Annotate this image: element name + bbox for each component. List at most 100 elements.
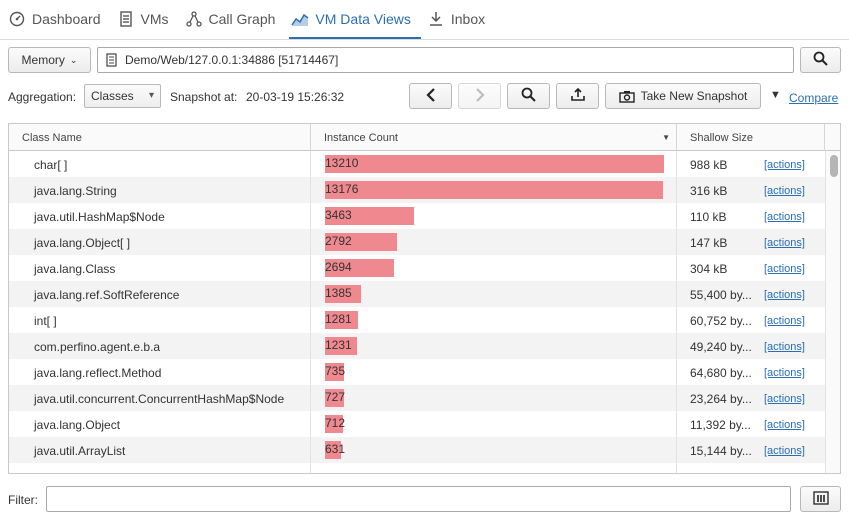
main-tabs: Dashboard VMs Call Graph VM Data Views I…: [0, 0, 849, 40]
chevron-left-icon: [425, 87, 436, 105]
actions-link[interactable]: [actions]: [764, 185, 805, 197]
class-name-cell: java.lang.Object: [34, 418, 121, 432]
export-button[interactable]: [556, 83, 599, 109]
class-name-cell: int[ ]: [34, 314, 57, 328]
instance-count-value: 1385: [325, 286, 352, 300]
aggregation-label: Aggregation:: [8, 90, 77, 104]
filter-label: Filter:: [8, 493, 38, 507]
tab-vms[interactable]: VMs: [115, 0, 179, 39]
table-body: java.util.ArrayList 631 15,144 by... [actio…: [9, 151, 825, 473]
filter-options-icon: [812, 490, 829, 508]
class-table: Class Name Instance Count ▼ Shallow Size…: [8, 123, 841, 474]
actions-link[interactable]: [actions]: [764, 445, 805, 457]
actions-link[interactable]: [actions]: [764, 341, 805, 353]
table-row[interactable]: int[ ] 1281 60,752 by... [actions]: [9, 307, 825, 333]
actions-link[interactable]: [actions]: [764, 289, 805, 301]
snapshot-label: Snapshot at:: [170, 90, 238, 104]
instance-count-bar: [325, 441, 341, 459]
actions-link[interactable]: [actions]: [764, 393, 805, 405]
actions-link[interactable]: [actions]: [764, 237, 805, 249]
instance-count-value: 13176: [325, 182, 359, 196]
class-name-cell: java.lang.reflect.Method: [34, 366, 162, 380]
instance-count-bar: [325, 337, 357, 355]
table-row[interactable]: java.util.concurrent.ConcurrentHashMap$N…: [9, 385, 825, 411]
instance-count-value: 2694: [325, 260, 352, 274]
tab-label: Dashboard: [32, 11, 101, 27]
table-row[interactable]: java.lang.String 13176 316 kB [actions]: [9, 177, 825, 203]
instance-count-value: 1231: [325, 338, 352, 352]
tab-label: Inbox: [450, 11, 486, 27]
shallow-size-cell: 316 kB: [690, 184, 728, 198]
actions-link[interactable]: [actions]: [764, 419, 805, 431]
table-row[interactable]: java.util.ArrayList 631 15,144 by... [actio…: [9, 437, 825, 463]
call-graph-icon: [185, 10, 203, 28]
aggregation-value: Classes: [91, 89, 134, 103]
instance-count-bar: [325, 285, 361, 303]
instance-count-bar: [325, 259, 394, 277]
shallow-size-cell: 60,752 by...: [690, 314, 752, 328]
tab-call-graph[interactable]: Call Graph: [183, 0, 286, 39]
table-row[interactable]: java.util.HashMap$Node 3463 110 kB [actions…: [9, 203, 825, 229]
class-name-cell: java.util.ArrayList: [34, 444, 126, 458]
compare-dropdown-icon[interactable]: ▼: [770, 89, 781, 101]
shallow-size-cell: 147 kB: [690, 236, 728, 250]
take-new-snapshot-button[interactable]: Take New Snapshot: [605, 83, 761, 109]
view-selector-label: Memory: [21, 53, 65, 67]
column-header-class-name[interactable]: Class Name: [9, 124, 311, 151]
next-snapshot-button[interactable]: [458, 83, 501, 109]
instance-count-bar: [325, 311, 358, 329]
column-header-shallow-size[interactable]: Shallow Size: [677, 124, 825, 151]
table-header: Class Name Instance Count ▼ Shallow Size: [9, 124, 840, 151]
table-row[interactable]: com.perfino.agent.e.b.a 1231 49,240 by... […: [9, 333, 825, 359]
aggregation-select[interactable]: Classes ▾: [84, 84, 161, 108]
tab-inbox[interactable]: Inbox: [425, 0, 495, 39]
search-button[interactable]: [800, 47, 841, 73]
inbox-icon: [427, 10, 445, 28]
actions-link[interactable]: [actions]: [764, 159, 805, 171]
vertical-scrollbar[interactable]: [825, 151, 840, 473]
shallow-size-cell: 55,400 by...: [690, 288, 752, 302]
search-icon: [813, 51, 828, 69]
shallow-size-cell: 15,144 by...: [690, 444, 752, 458]
column-header-instance-count[interactable]: Instance Count ▼: [311, 124, 677, 151]
compare-link[interactable]: Compare: [789, 91, 839, 105]
find-button[interactable]: [507, 83, 550, 109]
actions-link[interactable]: [actions]: [764, 367, 805, 379]
tab-label: VMs: [140, 11, 169, 27]
actions-link[interactable]: [actions]: [764, 211, 805, 223]
instance-count-value: 735: [325, 364, 346, 378]
actions-link[interactable]: [actions]: [764, 315, 805, 327]
camera-icon: [618, 90, 635, 103]
table-row[interactable]: java.lang.Object[ ] 2792 147 kB [actions]: [9, 229, 825, 255]
table-row[interactable]: java.lang.Class 2694 304 kB [actions]: [9, 255, 825, 281]
instance-count-bar: [325, 207, 414, 225]
instance-count-bar: [325, 155, 664, 173]
vm-path-field[interactable]: Demo/Web/127.0.0.1:34886 [51714467]: [97, 47, 794, 73]
view-selector-dropdown[interactable]: Memory ⌄: [8, 47, 91, 73]
actions-link[interactable]: [actions]: [764, 263, 805, 275]
instance-count-bar: [325, 415, 343, 433]
tab-dashboard[interactable]: Dashboard: [6, 0, 111, 39]
table-row[interactable]: java.lang.ref.SoftReference 1385 55,400 by…: [9, 281, 825, 307]
filter-options-button[interactable]: [800, 486, 841, 512]
instance-count-value: 712: [325, 416, 346, 430]
instance-count-value: 13210: [325, 156, 359, 170]
table-row[interactable]: java.lang.Object 712 11,392 by... [actions]: [9, 411, 825, 437]
class-name-cell: java.lang.String: [34, 184, 117, 198]
class-name-cell: java.lang.Object[ ]: [34, 236, 131, 250]
class-name-cell: com.perfino.agent.e.b.a: [34, 340, 161, 354]
class-name-cell: java.lang.Class: [34, 262, 116, 276]
tab-vm-data-views[interactable]: VM Data Views: [289, 0, 421, 39]
previous-snapshot-button[interactable]: [409, 83, 452, 109]
scrollbar-thumb[interactable]: [830, 155, 838, 177]
table-row[interactable]: java.lang.reflect.Method 735 64,680 by... […: [9, 359, 825, 385]
vm-path-text: Demo/Web/127.0.0.1:34886 [51714467]: [125, 53, 339, 67]
instance-count-value: 1281: [325, 312, 352, 326]
filter-input[interactable]: [46, 486, 791, 512]
instance-count-value: 631: [325, 442, 346, 456]
chevron-down-icon: ▾: [148, 90, 154, 101]
chevron-right-icon: [475, 87, 485, 105]
table-row[interactable]: char[ ] 13210 988 kB [actions]: [9, 151, 825, 177]
dashboard-icon: [8, 10, 26, 28]
instance-count-value: 2792: [325, 234, 352, 248]
